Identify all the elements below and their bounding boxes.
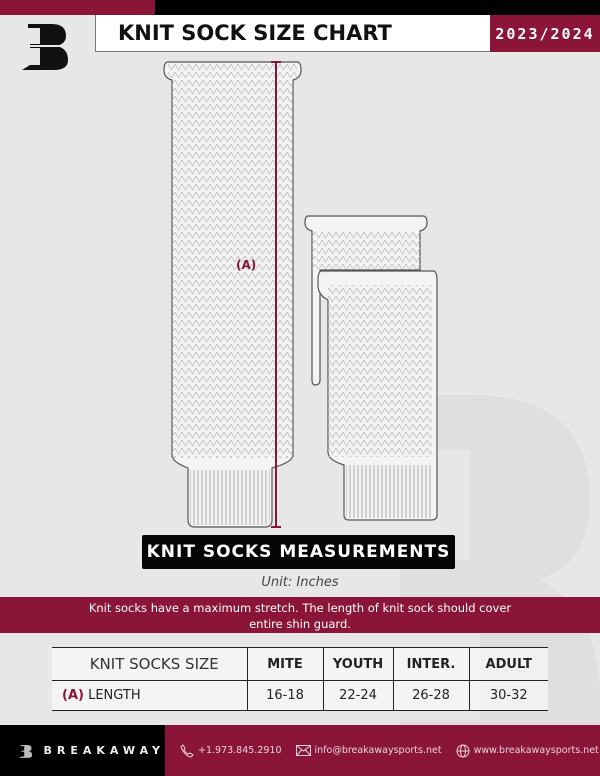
measure-label-a: (A) — [236, 258, 257, 272]
footer-brand: BREAKAWAY — [0, 725, 165, 776]
header-mite: MITE — [246, 647, 323, 681]
stretch-note: Knit socks have a maximum stretch. The l… — [0, 597, 600, 633]
value-inter: 26-28 — [392, 680, 469, 711]
header-size: KNIT SOCKS SIZE — [52, 647, 247, 681]
email-link[interactable]: info@breakawaysports.net — [314, 745, 442, 756]
season-badge: 2023/2024 — [490, 15, 600, 52]
phone-link[interactable]: +1.973.845.2910 — [198, 745, 282, 756]
globe-icon — [456, 744, 470, 757]
header-inter: INTER. — [392, 647, 469, 681]
length-measure-line — [271, 61, 281, 528]
value-youth: 22-24 — [322, 680, 393, 711]
value-adult: 30-32 — [468, 680, 548, 711]
breakaway-logo-small — [19, 744, 33, 758]
envelope-icon — [295, 745, 311, 756]
measurements-banner: KNIT SOCKS MEASUREMENTS — [142, 535, 455, 569]
page-title: KNIT SOCK SIZE CHART — [95, 15, 490, 52]
table-header-row: KNIT SOCKS SIZE MITE YOUTH INTER. ADULT — [52, 647, 548, 681]
phone-icon — [180, 743, 194, 758]
header-adult: ADULT — [468, 647, 548, 681]
table-row: (A) LENGTH 16-18 22-24 26-28 30-32 — [52, 680, 548, 711]
label-text: LENGTH — [88, 688, 141, 703]
header-youth: YOUTH — [322, 647, 393, 681]
short-sock-front — [317, 270, 438, 521]
website-link[interactable]: www.breakawaysports.net — [473, 745, 599, 756]
long-sock — [163, 61, 302, 528]
top-accent-bar — [0, 0, 155, 15]
breakaway-logo — [22, 24, 68, 70]
brand-name: BREAKAWAY — [43, 744, 165, 757]
size-table: KNIT SOCKS SIZE MITE YOUTH INTER. ADULT … — [52, 647, 548, 711]
footer-contact: +1.973.845.2910 info@breakawaysports.net… — [165, 725, 600, 776]
short-sock-back — [304, 215, 428, 386]
unit-label: Unit: Inches — [261, 575, 339, 590]
top-black-bar — [155, 0, 600, 15]
row-label: (A) LENGTH — [52, 680, 247, 711]
value-mite: 16-18 — [246, 680, 323, 711]
label-prefix: (A) — [62, 688, 84, 703]
